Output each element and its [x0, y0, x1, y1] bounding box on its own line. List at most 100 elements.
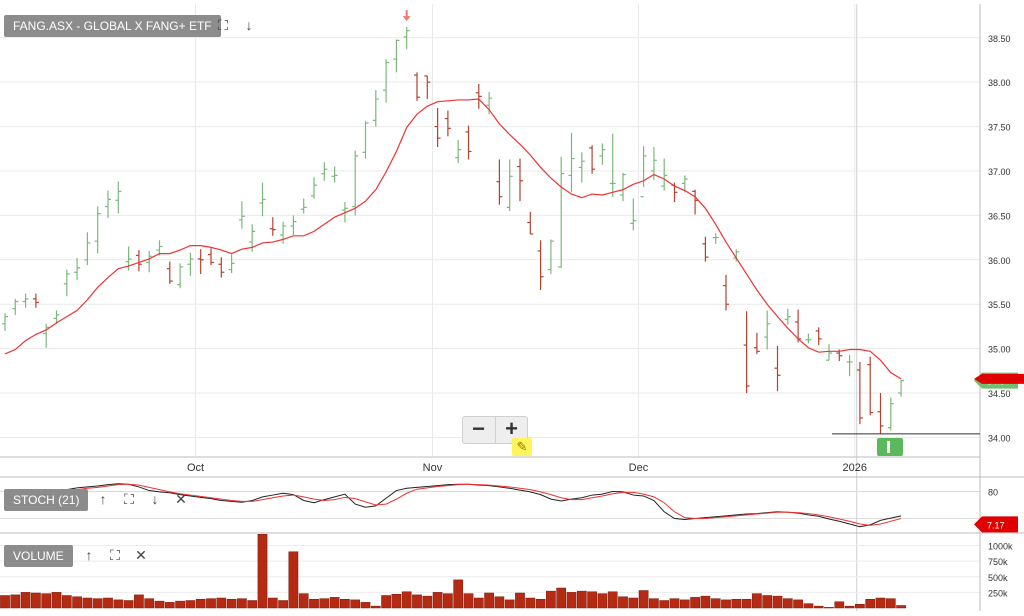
volume-bar [885, 598, 896, 609]
volume-bar [329, 597, 340, 609]
volume-bar [752, 593, 762, 609]
gridlines [0, 4, 980, 611]
flag-icon-mark [887, 441, 890, 453]
volume-bar [803, 603, 814, 609]
stoch-tick-label: 80 [988, 487, 998, 497]
volume-panel-label[interactable]: VOLUME [4, 545, 73, 567]
price-tick-label: 38.50 [988, 34, 1011, 44]
price-tick-label: 35.50 [988, 300, 1011, 310]
volume-bar [576, 590, 587, 609]
up-arrow-icon[interactable]: ↑ [85, 547, 93, 563]
volume-bar [525, 597, 536, 609]
volume-bar [659, 600, 670, 609]
volume-bar [237, 598, 247, 609]
close-icon[interactable]: ✕ [135, 547, 147, 563]
volume-bar [721, 599, 731, 609]
volume-bar [298, 593, 309, 609]
volume-bar [731, 599, 742, 609]
expand-icon[interactable]: ⛶ [124, 491, 134, 507]
up-arrow-icon[interactable]: ↑ [99, 491, 107, 507]
volume-bar [824, 607, 834, 609]
volume-tick-label: 1000k [988, 542, 1013, 552]
volume-bar [61, 595, 72, 609]
volume-bar [432, 592, 443, 609]
volume-bar [164, 602, 175, 609]
volume-bar [875, 597, 886, 609]
volume-bar [123, 600, 134, 609]
volume-bar [82, 597, 93, 609]
volume-bar [206, 598, 216, 609]
volume-bar [679, 599, 690, 609]
volume-bar [628, 597, 639, 609]
price-tick-label: 37.50 [988, 123, 1011, 133]
volume-bar [546, 590, 556, 609]
volume-bar [813, 605, 824, 609]
volume-bar [649, 598, 659, 609]
instrument-title[interactable]: FANG.ASX - GLOBAL X FANG+ ETF [4, 15, 221, 37]
volume-bar [504, 599, 515, 609]
volume-bar [463, 593, 474, 609]
stoch-k-line [4, 483, 902, 528]
volume-bar [0, 595, 10, 609]
volume-bar [834, 601, 845, 609]
volume-bar [288, 551, 299, 609]
volume-bar [92, 598, 103, 609]
volume-bar [247, 600, 258, 609]
volume-bar [453, 579, 464, 609]
expand-icon[interactable]: ⛶ [110, 547, 120, 563]
annotations: 34.647.17 [402, 10, 1024, 533]
price-tick-label: 35.00 [988, 345, 1011, 355]
price-tick-label: 37.00 [988, 167, 1011, 177]
volume-bar [226, 599, 237, 609]
price-tick-label: 34.50 [988, 389, 1011, 399]
volume-bar [51, 592, 62, 609]
volume-bar [535, 599, 546, 609]
volume-bar [443, 593, 453, 609]
volume-bar [844, 605, 855, 609]
volume-bar [319, 598, 330, 609]
volume-bar [10, 594, 21, 609]
volume-bar [185, 600, 196, 609]
volume-bar [782, 598, 793, 609]
stoch-panel-label[interactable]: STOCH (21) [4, 489, 89, 511]
pencil-icon[interactable]: ✎ [512, 438, 532, 456]
volume-bar [370, 605, 381, 609]
month-tick-label: Oct [187, 462, 204, 474]
volume-bar [350, 599, 361, 609]
high-marker-arrow [402, 10, 411, 22]
volume-bar [412, 594, 422, 609]
moving-average [4, 98, 902, 380]
volume-bar [494, 596, 505, 609]
volume-bar [422, 595, 433, 609]
panel-frames [0, 4, 1024, 611]
volume-bar [278, 600, 288, 609]
volume-bar [690, 597, 700, 609]
expand-icon[interactable]: ⛶ [218, 17, 228, 33]
volume-bar [793, 599, 803, 609]
volume-bar [41, 593, 52, 609]
volume-bar [195, 599, 206, 609]
zoom-in-button[interactable]: + [495, 417, 527, 443]
volume-bar [669, 598, 680, 609]
volume-bar [762, 595, 773, 609]
price-tick-label: 34.00 [988, 433, 1011, 443]
volume-bar [20, 592, 31, 609]
volume-bar [134, 594, 144, 609]
zoom-out-button[interactable]: − [472, 416, 485, 441]
stochastic-lines [4, 483, 902, 528]
download-arrow-icon[interactable]: ↓ [245, 17, 253, 33]
price-tick-label: 36.50 [988, 211, 1011, 221]
volume-bars [0, 534, 906, 609]
volume-bar [638, 590, 649, 609]
volume-bar [484, 592, 494, 609]
down-arrow-icon[interactable]: ↓ [151, 491, 159, 507]
month-tick-label: Nov [423, 462, 443, 474]
volume-bar [381, 595, 391, 609]
volume-bar [473, 597, 484, 609]
close-icon[interactable]: ✕ [175, 491, 187, 507]
volume-bar [309, 599, 319, 609]
sma-line [4, 98, 902, 380]
volume-bar [772, 595, 783, 609]
